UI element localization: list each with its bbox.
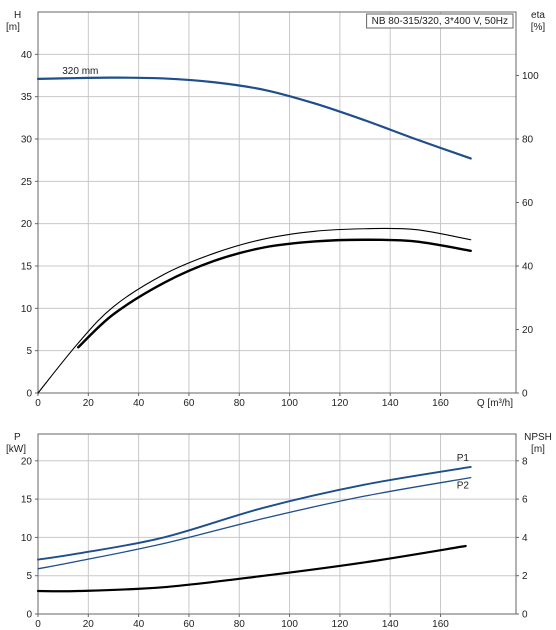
y-left-tick-label: 35	[21, 92, 33, 103]
y-left-tick-label: 0	[26, 389, 32, 400]
panel-head-efficiency: 0 20 40 60 80 100 120 140 160 0 5 10 15 20 25 30 35 40 0 20…	[6, 10, 545, 409]
y-right-tick-label: 8	[522, 456, 528, 467]
y-left-axis-label: P	[14, 432, 21, 443]
y-right-tick-label: 2	[522, 571, 528, 582]
y-left-axis-label: H	[14, 10, 21, 21]
y-right-axis-label: eta	[531, 10, 545, 21]
chart-title-box: NB 80-315/320, 3*400 V, 50Hz	[366, 13, 514, 29]
y-left-tick-label: 10	[21, 304, 33, 315]
series-line-1-1	[37, 477, 472, 570]
x-tick-label: 80	[234, 619, 246, 630]
x-tick-label: 120	[332, 398, 349, 409]
y-left-tick-label: 20	[21, 219, 33, 230]
x-tick-label: 140	[382, 398, 399, 409]
y-right-axis-unit: [m]	[531, 444, 545, 455]
y-right-axis-label: NPSH	[524, 432, 552, 443]
series-line-0-0	[36, 76, 472, 160]
y-right-tick-label: 100	[522, 71, 539, 82]
x-tick-label: 20	[83, 619, 95, 630]
y-left-tick-label: 20	[21, 456, 33, 467]
y-left-tick-label: 5	[26, 346, 32, 357]
y-right-tick-label: 4	[522, 533, 528, 544]
y-left-axis-unit: [kW]	[6, 444, 26, 455]
series-label-0: P1	[457, 453, 470, 464]
y-left-tick-label: 30	[21, 135, 33, 146]
y-left-tick-label: 10	[21, 533, 33, 544]
y-left-tick-label: 15	[21, 262, 33, 273]
x-tick-label: 100	[281, 398, 298, 409]
y-right-tick-label: 80	[522, 135, 534, 146]
series-label-1: P2	[457, 481, 470, 492]
x-tick-label: 40	[133, 398, 145, 409]
chart-title-frame	[366, 13, 514, 29]
y-left-tick-label: 0	[26, 610, 32, 621]
grid-lines	[38, 12, 516, 393]
chart-title: NB 80-315/320, 3*400 V, 50Hz	[372, 16, 508, 27]
y-right-axis-unit: [%]	[531, 22, 546, 33]
plot-frame	[37, 433, 517, 615]
panel-power-npsh: 0 20 40 60 80 100 120 140 160 0 5 10 15 20 0 2 4 6 8 P[kW] N…	[6, 432, 552, 630]
x-tick-label: 140	[382, 619, 399, 630]
x-tick-label: 0	[35, 398, 41, 409]
y-left-tick-label: 40	[21, 50, 33, 61]
y-left-tick-label: 15	[21, 495, 33, 506]
y-left-axis-unit: [m]	[6, 22, 20, 33]
x-tick-label: 20	[83, 398, 95, 409]
x-tick-label: 80	[234, 398, 246, 409]
series-line-1-2	[36, 544, 467, 593]
x-axis-label: Q [m³/h]	[477, 398, 513, 409]
y-right-tick-label: 6	[522, 495, 528, 506]
x-tick-label: 0	[35, 619, 41, 630]
y-left-tick-label: 5	[26, 571, 32, 582]
y-right-tick-label: 40	[522, 262, 534, 273]
series-line-0-1	[37, 227, 472, 394]
x-tick-label: 60	[183, 398, 195, 409]
x-tick-label: 120	[332, 619, 349, 630]
x-tick-label: 160	[432, 398, 449, 409]
series-line-1-0	[37, 465, 472, 561]
series-line-0-2	[77, 238, 472, 349]
series-label-0: 320 mm	[62, 66, 98, 77]
y-left-tick-label: 25	[21, 177, 33, 188]
plot-frame	[37, 11, 517, 394]
x-tick-label: 40	[133, 619, 145, 630]
x-tick-label: 100	[281, 619, 298, 630]
y-right-tick-label: 0	[522, 389, 528, 400]
y-right-tick-label: 60	[522, 198, 534, 209]
y-right-tick-label: 20	[522, 325, 534, 336]
x-tick-label: 160	[432, 619, 449, 630]
grid-lines	[38, 434, 516, 614]
y-right-tick-label: 0	[522, 610, 528, 621]
x-tick-label: 60	[183, 619, 195, 630]
